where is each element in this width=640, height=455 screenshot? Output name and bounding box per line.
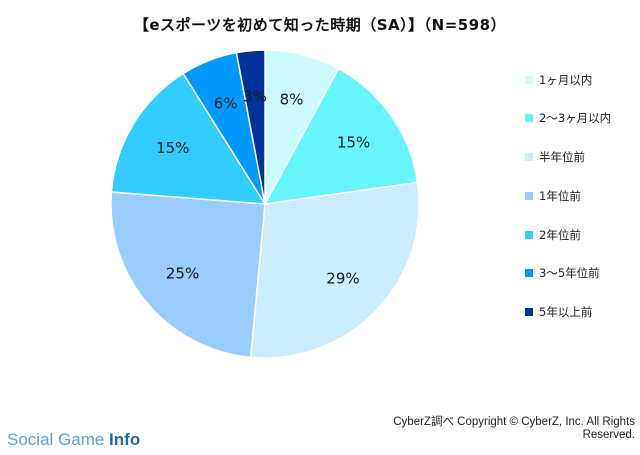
legend-swatch bbox=[525, 230, 533, 239]
pie-slice-5 bbox=[110, 72, 267, 205]
legend-label: 1ヶ月以内 bbox=[539, 72, 593, 87]
slice-label-1: 8% bbox=[280, 91, 304, 109]
legend-item-2: 2～3ヶ月以内 bbox=[525, 109, 611, 128]
pie-slice-7 bbox=[235, 49, 266, 205]
legend-item-1: 1ヶ月以内 bbox=[525, 70, 611, 89]
legend-item-4: 1年位前 bbox=[525, 186, 611, 205]
brand-text: Social Game bbox=[7, 430, 110, 449]
legend-item-7: 5年以上前 bbox=[525, 303, 611, 322]
chart-title: 【eスポーツを初めて知った時期（SA）】（N=598） bbox=[133, 16, 507, 34]
slice-label-4: 25% bbox=[166, 264, 199, 282]
legend-item-5: 2年位前 bbox=[525, 225, 611, 244]
brand-text-bold: Info bbox=[109, 430, 141, 449]
legend-swatch bbox=[525, 269, 533, 278]
slice-label-2: 15% bbox=[337, 134, 370, 152]
pie-slice-4 bbox=[110, 191, 266, 359]
legend-label: 1年位前 bbox=[539, 188, 581, 203]
slice-label-6: 6% bbox=[214, 95, 238, 113]
legend-label: 2～3ヶ月以内 bbox=[539, 111, 612, 126]
legend-swatch bbox=[525, 75, 533, 84]
legend-label: 5年以上前 bbox=[539, 305, 593, 320]
slice-label-7: 3% bbox=[243, 88, 267, 106]
legend-swatch bbox=[525, 114, 533, 123]
legend-label: 3～5年位前 bbox=[539, 266, 600, 281]
copyright-notice: CyberZ調べ Copyright © CyberZ, Inc. All Ri… bbox=[393, 416, 635, 441]
pie-slice-3 bbox=[249, 181, 420, 359]
legend-item-3: 半年位前 bbox=[525, 148, 611, 167]
legend-swatch bbox=[525, 191, 533, 200]
slice-label-3: 29% bbox=[326, 269, 359, 287]
legend-swatch bbox=[525, 308, 533, 317]
legend-label: 2年位前 bbox=[539, 227, 581, 242]
legend-item-6: 3～5年位前 bbox=[525, 264, 611, 283]
legend-label: 半年位前 bbox=[539, 150, 585, 165]
brand-logo: Social Game Info bbox=[7, 430, 140, 450]
pie-slice-2 bbox=[263, 67, 419, 205]
legend-swatch bbox=[525, 153, 533, 162]
slice-label-5: 15% bbox=[156, 139, 189, 157]
chart-legend: 1ヶ月以内 2～3ヶ月以内 半年位前 1年位前 2年位前 3～5年位前 5年以上前 bbox=[525, 70, 611, 342]
